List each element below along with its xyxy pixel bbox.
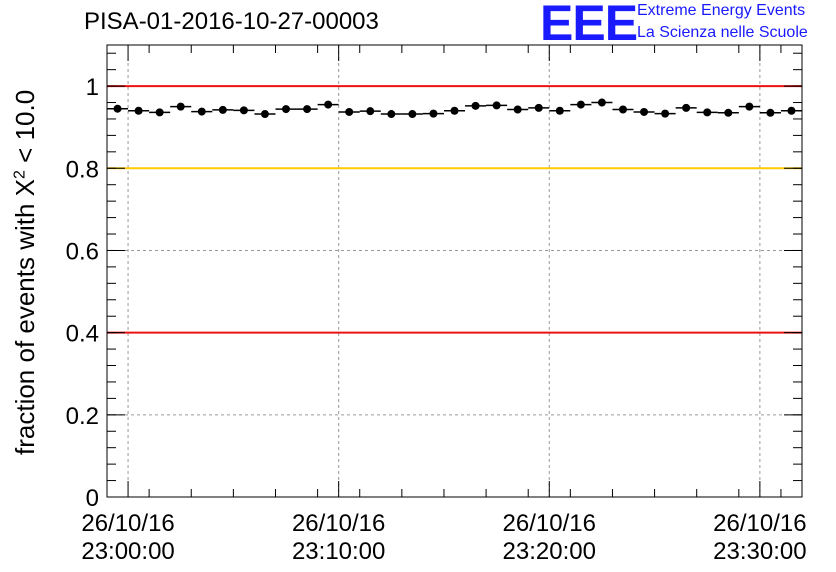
chart-title: PISA-01-2016-10-27-00003 (84, 8, 379, 35)
data-marker (408, 110, 417, 119)
data-marker (387, 110, 396, 119)
data-marker (682, 103, 691, 112)
data-point (675, 103, 697, 112)
y-axis-label-symbol: X (10, 178, 40, 197)
data-marker (471, 101, 480, 110)
data-point (401, 110, 423, 119)
data-marker (218, 105, 227, 114)
data-marker (429, 109, 438, 118)
x-tick-label-date: 26/10/16 (81, 510, 174, 537)
data-point (170, 102, 192, 111)
data-point (275, 105, 297, 114)
data-marker (303, 105, 312, 114)
data-point (443, 106, 466, 115)
data-marker (513, 105, 522, 114)
data-point (107, 104, 129, 113)
reference-lines (107, 85, 802, 334)
data-marker (597, 98, 606, 107)
data-marker (745, 102, 754, 111)
data-point (149, 108, 171, 117)
y-tick-label: 0.8 (66, 156, 99, 183)
data-marker (134, 106, 143, 115)
data-marker (661, 109, 670, 118)
y-tick-label: 0.6 (66, 238, 99, 265)
y-axis-label-exponent: 2 (11, 170, 29, 179)
data-point (654, 109, 676, 118)
data-points (107, 98, 802, 119)
y-axis-label-suffix: < 10.0 (10, 89, 40, 171)
x-tick-label-date: 26/10/16 (713, 510, 806, 537)
y-tick-label: 1 (86, 74, 99, 101)
data-point (233, 106, 255, 115)
data-marker (534, 103, 543, 112)
data-point (359, 107, 381, 116)
x-tick-label-date: 26/10/16 (292, 510, 385, 537)
data-marker (555, 106, 564, 115)
data-point (696, 108, 718, 117)
y-axis-label: fraction of events with X2 < 10.0 (10, 90, 41, 455)
data-point (738, 102, 760, 111)
x-tick-label-time: 23:20:00 (503, 538, 596, 565)
data-marker (176, 102, 185, 111)
data-point (254, 110, 276, 119)
data-marker (239, 106, 248, 115)
data-marker (450, 106, 459, 115)
data-marker (282, 105, 291, 114)
data-point (422, 109, 444, 118)
data-marker (113, 104, 122, 113)
data-point (549, 106, 571, 115)
x-tick-label-time: 23:10:00 (292, 538, 385, 565)
data-point (296, 105, 318, 114)
data-point (212, 105, 234, 114)
x-axis: 26/10/1623:00:0026/10/1623:10:0026/10/16… (81, 45, 807, 565)
data-marker (640, 107, 649, 116)
x-tick-label-date: 26/10/16 (503, 510, 596, 537)
data-point (465, 101, 487, 110)
data-marker (260, 110, 269, 119)
logo-line-2: La Scienza nelle Scuole (637, 24, 808, 41)
data-point (528, 103, 550, 112)
y-tick-label: 0 (86, 485, 99, 512)
data-point (570, 100, 592, 109)
y-tick-label: 0.4 (66, 321, 99, 348)
data-marker (703, 108, 712, 117)
data-point (486, 101, 508, 110)
data-point (780, 106, 802, 115)
data-marker (492, 101, 501, 110)
data-marker (787, 106, 796, 115)
data-point (191, 107, 213, 116)
data-marker (155, 108, 164, 117)
data-marker (366, 107, 375, 116)
data-point (717, 108, 739, 117)
data-point (591, 98, 613, 107)
data-marker (197, 107, 206, 116)
logo-line-1: Extreme Energy Events (637, 2, 806, 19)
data-marker (576, 100, 585, 109)
plot-frame (106, 44, 803, 498)
data-marker (618, 105, 627, 114)
x-tick-label-time: 23:00:00 (81, 538, 174, 565)
y-axis: 0 0.2 0.4 0.6 0.8 1 (66, 52, 802, 512)
eee-logo: EEE (540, 0, 638, 51)
data-point (507, 105, 529, 114)
data-marker (766, 108, 775, 117)
data-point (317, 100, 339, 109)
data-point (612, 105, 634, 114)
data-marker (345, 107, 354, 116)
x-tick-label-time: 23:30:00 (713, 538, 806, 565)
data-point (759, 108, 781, 117)
data-point (338, 107, 360, 116)
y-axis-label-prefix: fraction of events with (10, 196, 40, 455)
data-point (380, 110, 402, 119)
data-marker (324, 100, 333, 109)
y-tick-label: 0.2 (66, 403, 99, 430)
data-point (633, 107, 655, 116)
data-point (128, 106, 150, 115)
data-marker (724, 108, 733, 117)
